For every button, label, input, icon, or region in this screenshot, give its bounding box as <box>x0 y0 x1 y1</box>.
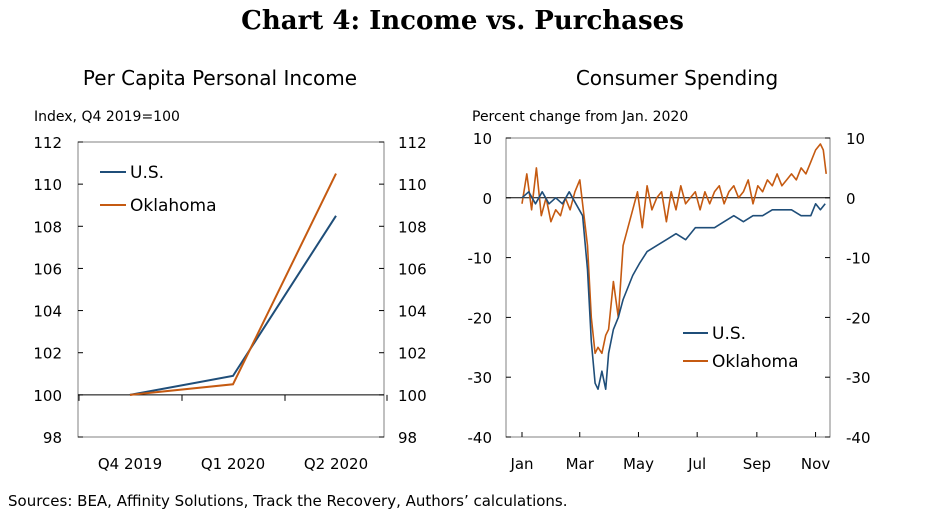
income-y-axis-left: 112 110 108 106 104 102 100 98 <box>33 134 83 447</box>
spending-legend: U.S. Oklahoma <box>683 324 799 372</box>
income-plot-frame <box>77 141 385 438</box>
source-note: Sources: BEA, Affinity Solutions, Track … <box>8 492 568 510</box>
spending-oklahoma-line <box>521 143 827 355</box>
chart-main-title: Chart 4: Income vs. Purchases <box>241 6 684 36</box>
income-x-tick-label: Q1 2020 <box>201 455 265 473</box>
spending-us-line <box>521 191 826 391</box>
income-y-left-tick-label: 110 <box>33 176 62 194</box>
spending-x-tick-label: May <box>623 455 654 473</box>
spending-x-tick-label: Nov <box>801 455 830 473</box>
income-y-left-tick-label: 102 <box>33 345 62 363</box>
spending-chart-unit-label: Percent change from Jan. 2020 <box>472 109 688 125</box>
spending-y-right-tick-label: 10 <box>846 130 865 148</box>
income-x-axis: Q4 2019 Q1 2020 Q2 2020 <box>78 394 388 473</box>
legend-us-label: U.S. <box>712 324 746 344</box>
income-y-left-tick-label: 98 <box>43 429 62 447</box>
spending-chart-title: Consumer Spending <box>576 66 778 90</box>
income-y-right-tick-label: 98 <box>398 429 417 447</box>
income-y-left-tick-label: 100 <box>33 387 62 405</box>
spending-series-lines <box>521 143 827 391</box>
spending-y-left-tick-label: -20 <box>468 309 493 327</box>
income-y-right-tick-label: 108 <box>398 218 427 236</box>
income-x-tick-label: Q2 2020 <box>304 455 368 473</box>
income-y-left-tick-label: 108 <box>33 218 62 236</box>
spending-y-right-tick-label: -40 <box>846 429 871 447</box>
income-y-axis-right: 112 110 108 106 104 102 100 98 <box>379 134 427 447</box>
spending-x-tick-label: Mar <box>566 455 595 473</box>
spending-y-left-tick-label: -30 <box>468 369 493 387</box>
spending-y-right-tick-label: -30 <box>846 369 871 387</box>
spending-plot-frame <box>505 137 831 438</box>
legend-oklahoma-label: Oklahoma <box>712 352 799 372</box>
income-y-right-tick-label: 102 <box>398 345 427 363</box>
income-y-right-tick-label: 112 <box>398 134 427 152</box>
income-chart: Per Capita Personal Income Index, Q4 201… <box>33 66 426 473</box>
spending-y-axis-left: 10 0 -10 -20 -30 -40 <box>468 130 511 447</box>
income-x-tick-label: Q4 2019 <box>98 455 162 473</box>
income-legend: U.S. Oklahoma <box>100 163 217 216</box>
spending-y-right-tick-label: -20 <box>846 309 871 327</box>
spending-y-right-tick-label: 0 <box>846 190 856 208</box>
income-chart-unit-label: Index, Q4 2019=100 <box>34 109 180 125</box>
spending-y-left-tick-label: -40 <box>468 429 493 447</box>
income-y-right-tick-label: 100 <box>398 387 427 405</box>
income-series-lines <box>129 173 337 396</box>
spending-x-axis: Jan Mar May Jul Sep Nov <box>506 197 830 473</box>
income-us-line <box>129 215 337 396</box>
income-y-left-tick-label: 106 <box>33 260 62 278</box>
spending-x-tick-label: Jul <box>687 455 706 473</box>
spending-x-tick-label: Jan <box>509 455 533 473</box>
income-oklahoma-line <box>129 173 337 396</box>
spending-x-tick-label: Sep <box>743 455 771 473</box>
income-y-left-tick-label: 104 <box>33 303 62 321</box>
income-y-left-tick-label: 112 <box>33 134 62 152</box>
income-y-right-tick-label: 104 <box>398 303 427 321</box>
spending-y-left-tick-label: 10 <box>473 130 492 148</box>
income-y-right-tick-label: 106 <box>398 260 427 278</box>
spending-chart: Consumer Spending Percent change from Ja… <box>468 66 871 473</box>
spending-y-left-tick-label: 0 <box>482 190 492 208</box>
spending-y-axis-right: 10 0 -10 -20 -30 -40 <box>825 130 871 447</box>
legend-us-label: U.S. <box>130 163 164 183</box>
legend-oklahoma-label: Oklahoma <box>130 196 217 216</box>
income-y-right-tick-label: 110 <box>398 176 427 194</box>
spending-y-left-tick-label: -10 <box>468 250 493 268</box>
income-chart-title: Per Capita Personal Income <box>83 66 357 90</box>
spending-y-right-tick-label: -10 <box>846 250 871 268</box>
